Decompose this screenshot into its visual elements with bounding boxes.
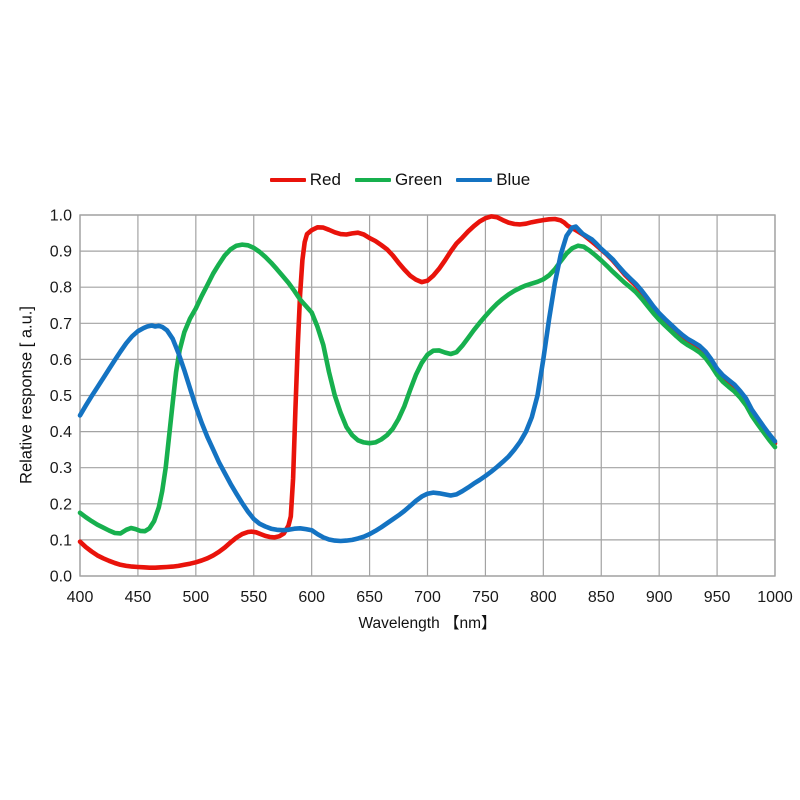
x-tick-label: 600: [298, 589, 325, 606]
legend-item-blue: Blue: [456, 170, 530, 190]
x-tick-label: 750: [472, 589, 499, 606]
series-line-blue: [77, 224, 778, 544]
y-tick-label: 0.4: [50, 424, 72, 441]
y-tick-label: 0.7: [50, 316, 72, 333]
plot-border: [79, 214, 776, 577]
legend-item-red: Red: [269, 170, 341, 190]
y-tick-label: 1.0: [50, 208, 72, 225]
x-tick-label: 950: [704, 589, 731, 606]
x-tick-label: 850: [588, 589, 615, 606]
legend-line-red-icon: [269, 177, 306, 183]
y-tick-label: 0.0: [50, 569, 72, 586]
y-axis-title: Relative response [ a.u.]: [17, 306, 36, 484]
x-tick-label: 800: [530, 589, 557, 606]
legend-line-blue-icon: [456, 177, 493, 183]
x-tick-label: 650: [356, 589, 383, 606]
y-tick-label: 0.8: [50, 280, 72, 297]
y-tick-label: 0.2: [50, 496, 72, 513]
chart-legend: Red Green Blue: [0, 170, 800, 190]
x-tick-label: 400: [67, 589, 94, 606]
y-tick-label: 0.6: [50, 352, 72, 369]
x-tick-label: 1000: [757, 589, 793, 606]
legend-line-green-icon: [354, 177, 391, 183]
legend-label-red: Red: [309, 170, 341, 189]
y-tick-label: 0.9: [50, 244, 72, 261]
legend-item-green: Green: [354, 170, 443, 190]
x-tick-label: 450: [125, 589, 152, 606]
legend-label-blue: Blue: [496, 170, 531, 189]
x-tick-label: 900: [646, 589, 673, 606]
legend-label-green: Green: [394, 170, 443, 189]
y-tick-label: 0.1: [50, 532, 72, 549]
y-tick-label: 0.5: [50, 388, 72, 405]
x-tick-label: 500: [182, 589, 209, 606]
y-tick-label: 0.3: [50, 460, 72, 477]
x-axis-title: Wavelength 【nm】: [358, 615, 497, 632]
x-tick-label: 700: [414, 589, 441, 606]
x-tick-label: 550: [240, 589, 267, 606]
